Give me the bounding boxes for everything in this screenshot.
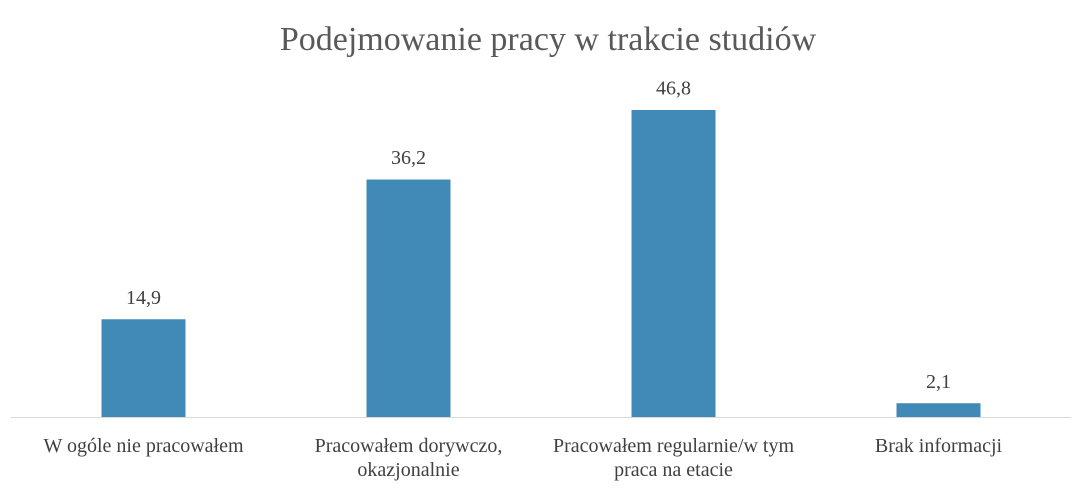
bar [896, 403, 981, 417]
data-label: 46,8 [656, 78, 691, 100]
x-tick-label: Pracowałem regularnie/w tym praca na eta… [552, 435, 795, 481]
data-label: 14,9 [126, 287, 161, 309]
chart-title: Podejmowanie pracy w trakcie studiów [280, 21, 817, 58]
x-tick-label: Pracowałem dorywczo, okazjonalnie [314, 435, 503, 481]
bar [101, 319, 186, 417]
bar [366, 179, 451, 417]
data-label: 2,1 [926, 371, 951, 393]
data-label: 36,2 [391, 147, 426, 169]
x-tick-label: W ogóle nie pracowałem [43, 435, 244, 457]
x-tick-label: Brak informacji [874, 435, 1003, 457]
bar [631, 110, 716, 417]
